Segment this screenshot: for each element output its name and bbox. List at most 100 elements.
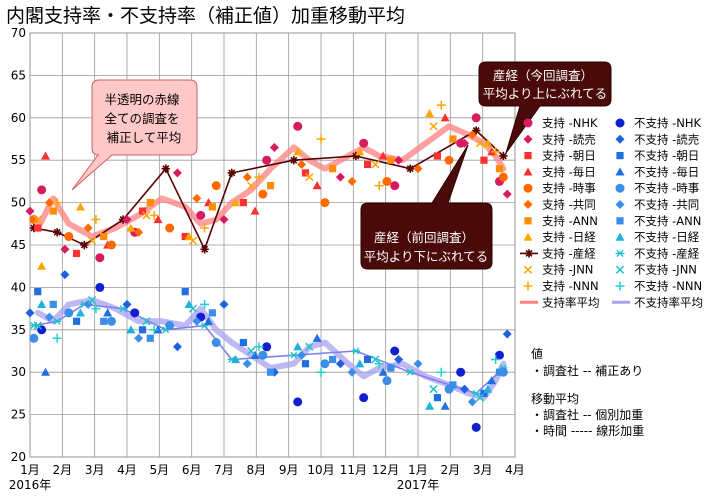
data-point	[320, 198, 330, 208]
data-point	[165, 223, 175, 233]
data-point	[149, 210, 159, 220]
legend-swatch	[523, 265, 533, 274]
x-tick-label: 12月	[372, 463, 399, 477]
data-point	[64, 232, 74, 242]
data-point	[181, 288, 189, 296]
data-point	[347, 176, 357, 186]
legend-swatch	[523, 118, 533, 128]
legend-label: 支持 -共同	[542, 198, 596, 212]
data-point	[487, 376, 497, 385]
legend-label: 不支持 -NHK	[634, 116, 702, 130]
callout-current-line-1: 産経（今回調査）	[493, 68, 593, 83]
legend-label: 不支持 -NNN	[634, 279, 702, 293]
data-point	[60, 244, 70, 254]
sankei-point	[200, 245, 209, 254]
data-point	[449, 381, 457, 389]
data-point	[480, 156, 488, 164]
data-point	[301, 169, 310, 177]
legend-label: 不支持 -共同	[634, 198, 699, 212]
notes-value-line: ・調査社 -- 補正あり	[531, 363, 643, 378]
data-point	[122, 299, 132, 309]
data-point	[33, 215, 42, 224]
callout-sankei-current: 産経（今回調査） 平均より上にぶれてる	[478, 61, 612, 154]
data-point	[146, 334, 154, 342]
data-point	[467, 397, 477, 407]
legend-swatch	[616, 152, 624, 160]
callout-current-text: 産経（今回調査） 平均より上にぶれてる	[483, 68, 607, 101]
legend-swatch	[615, 200, 625, 209]
legend-label: 不支持 -読売	[634, 132, 699, 146]
data-point	[359, 393, 369, 403]
legend-swatch	[615, 118, 625, 128]
data-point	[312, 181, 322, 190]
y-axis: 20 25 30 35 40 45 50 55 60 65 70	[11, 26, 26, 464]
data-point	[297, 350, 307, 360]
data-point	[329, 355, 337, 364]
y-tick-label: 20	[11, 450, 26, 464]
legend-label: 支持 -時事	[542, 181, 596, 195]
data-point	[49, 300, 57, 308]
legend-swatch	[523, 232, 533, 241]
x-tick-label: 2月	[53, 463, 73, 477]
data-point	[247, 181, 256, 190]
data-point	[208, 309, 216, 317]
legend-swatch	[615, 167, 625, 176]
x-tick-label: 1月	[20, 463, 40, 477]
x-tick-label: 2月	[441, 463, 461, 477]
data-point	[200, 223, 210, 233]
data-point	[75, 202, 85, 211]
y-tick-label: 65	[11, 68, 26, 82]
data-point	[100, 232, 108, 241]
legend-swatch	[615, 265, 625, 274]
callout-pink-line-3: 補正して平均	[107, 130, 182, 145]
legend-label: 不支持 -ANN	[634, 214, 701, 228]
legend-label: 支持 -日経	[542, 230, 596, 244]
data-point	[359, 138, 369, 148]
sankei-series-line	[33, 129, 504, 252]
data-point	[335, 359, 345, 369]
data-point	[211, 181, 221, 191]
callout-previous-text: 産経（前回調査） 平均より下にぶれてる	[364, 230, 488, 264]
data-point	[320, 359, 330, 369]
callout-pink-text: 半透明の赤線 全ての調査を 補正して平均	[105, 92, 184, 145]
data-point	[91, 215, 101, 225]
data-point	[188, 236, 198, 245]
x-tick-label: 11月	[340, 463, 367, 477]
data-point	[363, 355, 372, 364]
data-point	[471, 422, 481, 432]
data-point	[134, 333, 144, 343]
legend-item: 不支持率平均	[612, 295, 703, 309]
legend-item: 不支持 -日経	[615, 230, 700, 244]
data-point	[64, 308, 74, 318]
data-point	[444, 155, 454, 165]
legend-item: 不支持 -NNN	[615, 279, 702, 293]
legend-swatch	[523, 281, 533, 291]
data-point	[52, 198, 62, 208]
data-point	[130, 308, 140, 318]
data-point	[41, 151, 51, 160]
legend-swatch	[616, 217, 624, 225]
data-point	[247, 346, 256, 356]
sankei-point	[406, 368, 415, 376]
data-point	[258, 189, 268, 199]
data-point	[44, 198, 54, 208]
data-point	[495, 165, 504, 173]
data-point	[33, 321, 42, 330]
data-point	[312, 333, 322, 342]
data-point	[475, 139, 485, 148]
legend-swatch	[615, 232, 625, 241]
legend-swatch	[615, 134, 625, 144]
data-point	[335, 172, 345, 182]
data-point	[382, 376, 392, 386]
data-point	[219, 215, 229, 225]
data-point	[483, 384, 493, 393]
data-point	[91, 304, 101, 314]
data-point	[467, 130, 477, 140]
notes-value-heading: 値	[531, 346, 543, 361]
data-point	[355, 147, 365, 156]
sankei-point	[351, 151, 361, 161]
data-point	[188, 304, 198, 313]
chart-title: 内閣支持率・不支持率（補正値）加重移動平均	[6, 5, 405, 27]
data-point	[95, 282, 105, 292]
notes-avg-line-2: ・時間 ----- 線形加重	[531, 423, 644, 438]
